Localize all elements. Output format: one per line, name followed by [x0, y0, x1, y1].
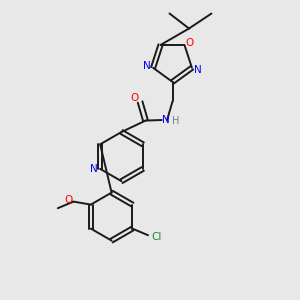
Text: Cl: Cl [151, 232, 162, 242]
Text: N: N [162, 115, 170, 125]
Text: N: N [143, 61, 151, 71]
Text: N: N [90, 164, 98, 175]
Text: N: N [194, 65, 202, 75]
Text: H: H [172, 116, 179, 126]
Text: O: O [130, 93, 139, 103]
Text: O: O [186, 38, 194, 48]
Text: O: O [64, 195, 72, 205]
